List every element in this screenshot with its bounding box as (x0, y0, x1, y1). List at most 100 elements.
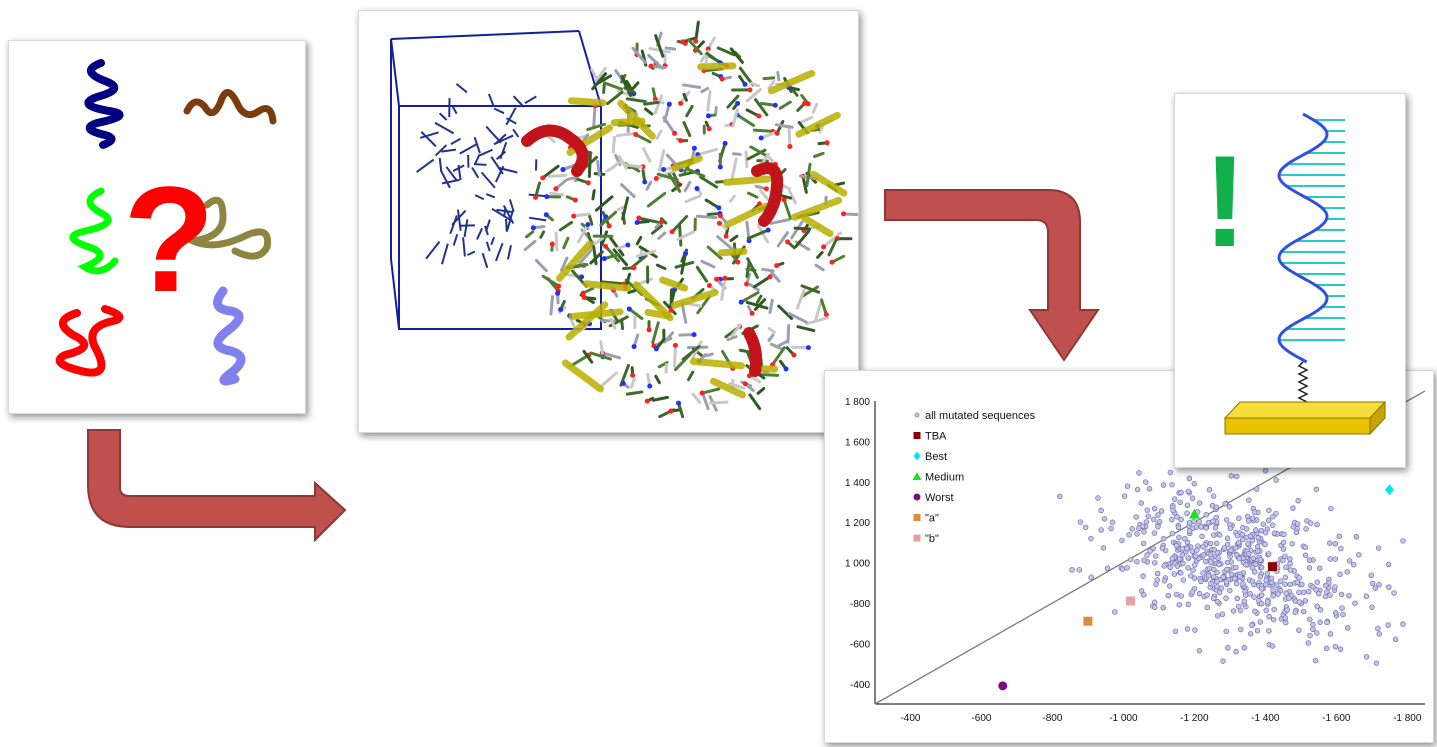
scatter-point (1171, 508, 1176, 513)
y-tick-label: 1 200 (845, 518, 870, 529)
scatter-point (1340, 606, 1345, 611)
scatter-point (1251, 556, 1256, 561)
scatter-point (1160, 546, 1165, 551)
sensor-panel: ! (1174, 93, 1406, 468)
scatter-point (1234, 474, 1239, 479)
simulation-box-figure (359, 11, 858, 432)
scatter-point (1173, 629, 1178, 634)
scatter-point (1254, 487, 1259, 492)
scatter-point (1102, 516, 1107, 521)
scatter-point (1224, 517, 1229, 522)
scatter-point (1225, 567, 1230, 572)
scatter-point (1242, 645, 1247, 650)
scatter-point (1233, 545, 1238, 550)
scatter-point (1211, 519, 1216, 524)
scatter-point (1307, 617, 1312, 622)
scatter-point (1255, 628, 1260, 633)
scatter-point (1161, 536, 1166, 541)
scatter-point (1333, 610, 1338, 615)
scatter-point (1248, 534, 1253, 539)
scatter-point (1264, 608, 1269, 613)
scatter-point (1297, 600, 1302, 605)
scatter-point (1180, 552, 1185, 557)
scatter-point (1295, 522, 1300, 527)
scatter-point (1135, 531, 1140, 536)
scatter-point (1224, 629, 1229, 634)
scatter-point (1314, 587, 1319, 592)
legend-label: "b" (925, 533, 939, 545)
scatter-point (1243, 593, 1248, 598)
scatter-point (1252, 595, 1257, 600)
scatter-point (1186, 555, 1191, 560)
scatter-point (1177, 535, 1182, 540)
scatter-point (1364, 654, 1369, 659)
scatter-point (1282, 532, 1287, 537)
scatter-point (1137, 471, 1142, 476)
scatter-point (1324, 646, 1329, 651)
scatter-point (1174, 592, 1179, 597)
scatter-point (1152, 560, 1157, 565)
x-tick-label: -800 (1042, 713, 1062, 724)
scatter-point (1146, 514, 1151, 519)
scatter-point (1376, 546, 1381, 551)
scatter-point (1236, 540, 1241, 545)
scatter-point (1214, 505, 1219, 510)
scatter-point (1190, 496, 1195, 501)
scatter-point (1208, 560, 1213, 565)
scatter-point (1386, 585, 1391, 590)
scatter-point (1288, 561, 1293, 566)
scatter-point (1221, 659, 1226, 664)
scatter-point (1255, 549, 1260, 554)
legend-marker (914, 514, 921, 521)
scatter-point (1178, 500, 1183, 505)
scatter-point (1259, 593, 1264, 598)
scatter-point (1159, 509, 1164, 514)
highlight-point-a (1083, 617, 1092, 626)
scatter-point (1228, 548, 1233, 553)
scatter-point (1220, 612, 1225, 617)
legend-label: all mutated sequences (925, 410, 1036, 422)
scatter-point (1152, 605, 1157, 610)
scatter-point (1122, 494, 1127, 499)
scatter-point (1156, 513, 1161, 518)
scatter-point (1328, 632, 1333, 637)
scatter-point (1201, 571, 1206, 576)
scatter-point (1306, 641, 1311, 646)
scatter-point (1145, 508, 1150, 513)
scatter-point (1244, 562, 1249, 567)
scatter-point (1284, 591, 1289, 596)
scatter-point (1208, 552, 1213, 557)
scatter-point (1227, 588, 1232, 593)
legend-marker (914, 432, 921, 439)
scatter-point (1333, 557, 1338, 562)
scatter-point (1078, 520, 1083, 525)
highlight-point-worst (998, 681, 1007, 690)
scatter-point (1310, 622, 1315, 627)
scatter-point (1237, 556, 1242, 561)
legend-label: "a" (925, 513, 939, 525)
scatter-point (1246, 551, 1251, 556)
scatter-point (1147, 486, 1152, 491)
scatter-point (1229, 473, 1234, 478)
scatter-point (1276, 592, 1281, 597)
scatter-point (1192, 481, 1197, 486)
scatter-point (1235, 596, 1240, 601)
scatter-point (1225, 536, 1230, 541)
scatter-point (1176, 525, 1181, 530)
scatter-point (1327, 541, 1332, 546)
scatter-point (1194, 548, 1199, 553)
scatter-point (1338, 572, 1343, 577)
scatter-point (1177, 602, 1182, 607)
scatter-point (1235, 533, 1240, 538)
scatter-point (1186, 602, 1191, 607)
y-tick-label: -600 (850, 639, 870, 650)
scatter-point (1244, 527, 1249, 532)
legend-label: Medium (925, 472, 964, 484)
scatter-point (1211, 596, 1216, 601)
scatter-point (1303, 599, 1308, 604)
scatter-point (1197, 519, 1202, 524)
strand-dark-blue (88, 63, 119, 145)
scatter-point (1238, 627, 1243, 632)
scatter-point (1299, 582, 1304, 587)
